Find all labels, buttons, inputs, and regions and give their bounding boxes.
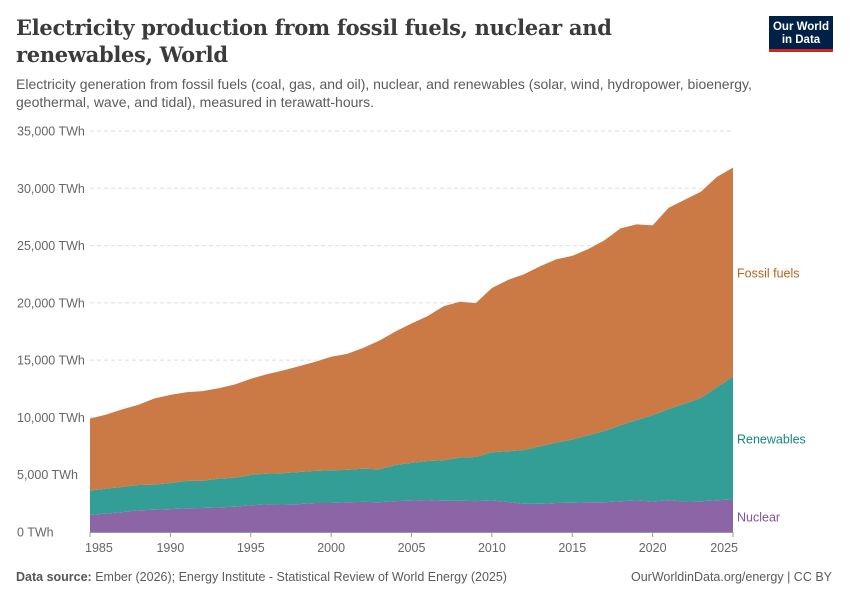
x-tick-label: 2005	[398, 541, 426, 555]
x-tick-label: 2010	[478, 541, 506, 555]
x-tick-label: 2020	[639, 541, 667, 555]
y-tick-label: 0 TWh	[17, 526, 54, 540]
y-tick-label: 10,000 TWh	[17, 411, 85, 425]
data-source: Data source: Ember (2026); Energy Instit…	[16, 570, 507, 584]
x-tick-label: 2015	[558, 541, 586, 555]
x-tick-label: 1990	[156, 541, 184, 555]
x-tick-label: 2025	[710, 541, 738, 555]
y-tick-label: 30,000 TWh	[17, 182, 85, 196]
chart-title: Electricity production from fossil fuels…	[16, 15, 612, 67]
area-nuclear	[90, 499, 733, 532]
source-label: Data source:	[16, 570, 92, 584]
area-fossil-fuels	[90, 167, 733, 491]
series-label-nuclear: Nuclear	[737, 511, 780, 525]
x-tick-label: 1995	[237, 541, 265, 555]
y-tick-label: 25,000 TWh	[17, 239, 85, 253]
series-label-renewables: Renewables	[737, 433, 806, 447]
chart-subtitle: Electricity generation from fossil fuels…	[16, 76, 752, 110]
series-label-fossil-fuels: Fossil fuels	[737, 267, 800, 281]
logo-text: Our World in Data	[772, 21, 829, 46]
owid-logo[interactable]: Our World in Data	[769, 16, 833, 52]
area-renewables	[90, 376, 733, 515]
y-tick-label: 5,000 TWh	[17, 468, 78, 482]
x-tick-label: 1985	[85, 541, 113, 555]
license-link[interactable]: OurWorldinData.org/energy | CC BY	[630, 570, 832, 584]
y-tick-label: 20,000 TWh	[17, 296, 85, 310]
x-tick-label: 2000	[317, 541, 345, 555]
source-text: Ember (2026); Energy Institute - Statist…	[95, 570, 507, 584]
y-tick-label: 15,000 TWh	[17, 354, 85, 368]
y-tick-label: 35,000 TWh	[17, 125, 85, 139]
